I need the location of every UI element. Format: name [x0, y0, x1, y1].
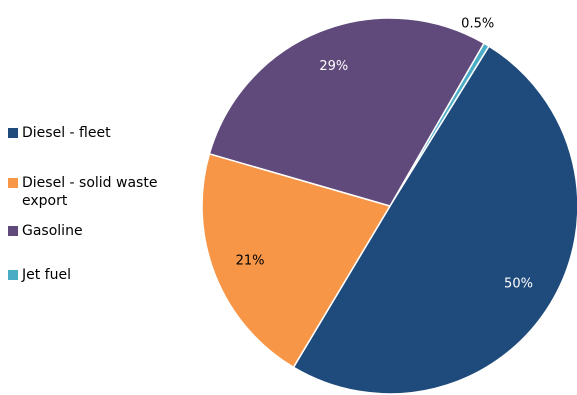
data-label-gasoline: 29%: [319, 59, 348, 74]
legend-label-gasoline: Gasoline: [22, 223, 83, 239]
data-label-diesel-fleet: 50%: [504, 277, 533, 292]
data-label-jet-fuel: 0.5%: [461, 17, 494, 32]
data-label-diesel-solid-waste-export: 21%: [236, 254, 265, 269]
legend-swatch-gasoline: [8, 226, 18, 236]
pie-slice-diesel-solid-waste-export: [201, 152, 392, 369]
pie-slice-diesel-fleet: [292, 45, 577, 395]
legend-swatch-diesel-fleet: [8, 128, 18, 138]
legend-item-jet-fuel: Jet fuel: [8, 266, 71, 284]
legend-swatch-diesel-solid-waste-export: [8, 178, 18, 188]
legend-item-gasoline: Gasoline: [8, 222, 83, 240]
legend-item-diesel-solid-waste-export: Diesel - solid waste export: [8, 174, 178, 210]
legend-label-jet-fuel: Jet fuel: [22, 267, 71, 283]
legend-label-diesel-solid-waste-export: Diesel - solid waste export: [22, 175, 158, 209]
pie-slice-gasoline: [208, 17, 486, 207]
legend-item-diesel-fleet: Diesel - fleet: [8, 124, 111, 142]
legend-label-diesel-fleet: Diesel - fleet: [22, 125, 111, 141]
legend-swatch-jet-fuel: [8, 270, 18, 280]
